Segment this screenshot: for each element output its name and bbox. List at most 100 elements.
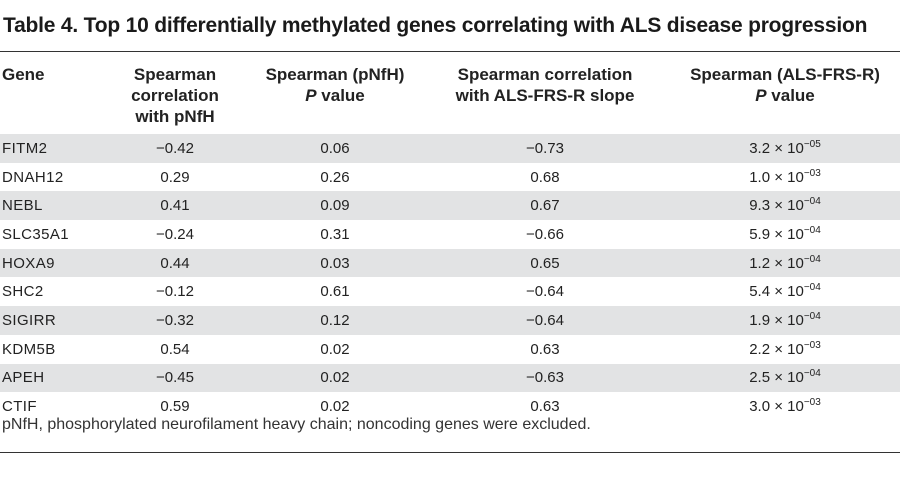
p-value-exponent: −03: [803, 339, 821, 351]
cell-p-alsfrs: 1.2 × 10−04: [670, 248, 900, 278]
cell-p-alsfrs: 2.2 × 10−03: [670, 335, 900, 364]
cell-corr-alsfrs: −0.64: [526, 283, 564, 301]
p-value-base: 5.4 × 10: [749, 283, 804, 301]
table-row: CTIF 0.59 0.02 0.63 3.0 × 10−03: [0, 392, 900, 421]
cell-p-pnfh: 0.09: [250, 191, 420, 221]
cell-gene: SLC35A1: [2, 225, 70, 243]
cell-p-pnfh: 0.02: [250, 363, 420, 393]
header-corr-alsfrs: Spearman correlation with ALS-FRS-R slop…: [420, 64, 670, 134]
cell-p-pnfh: 0.12: [250, 306, 420, 335]
cell-corr-alsfrs: −0.63: [420, 363, 670, 393]
p-value-exponent: −04: [803, 282, 821, 294]
cell-corr-pnfh: −0.42: [100, 134, 250, 163]
cell-gene: APEH: [0, 363, 100, 393]
cell-gene: NEBL: [0, 191, 100, 221]
table-footnote: pNfH, phosphorylated neurofilament heavy…: [2, 416, 591, 433]
header-corr-pnfh-line2: with pNfH: [135, 107, 215, 126]
cell-gene: SIGIRR: [0, 306, 100, 335]
p-value-base: 1.2 × 10: [749, 254, 804, 272]
cell-gene: DNAH12: [2, 168, 64, 186]
cell-corr-pnfh: 0.54: [160, 340, 190, 358]
cell-gene: HOXA9: [0, 248, 100, 278]
cell-p-pnfh: 0.31: [320, 225, 350, 243]
header-corr-alsfrs-line1: Spearman correlation: [457, 65, 633, 84]
cell-corr-alsfrs: −0.66: [526, 225, 564, 243]
header-p-alsfrs-line1: Spearman (ALS-FRS-R): [690, 65, 880, 84]
cell-p-alsfrs: 1.9 × 10−04: [670, 306, 900, 335]
p-value-base: 1.0 × 10: [749, 168, 804, 186]
top-rule: [0, 51, 900, 52]
header-p-pnfh-line2: P value: [250, 85, 420, 106]
header-corr-pnfh-line1: Spearman correlation: [131, 65, 219, 105]
cell-p-pnfh: 0.03: [250, 248, 420, 278]
cell-p-alsfrs: 3.0 × 10−03: [670, 392, 900, 421]
cell-p-pnfh: 0.02: [320, 340, 350, 358]
table-row: KDM5B 0.54 0.02 0.63 2.2 × 10−03: [0, 335, 900, 364]
table-row: DNAH12 0.29 0.26 0.68 1.0 × 10−03: [0, 163, 900, 192]
p-value-exponent: −03: [803, 397, 821, 409]
table-header: Gene Spearman correlation with pNfH Spea…: [0, 64, 900, 134]
header-p-pnfh-line1: Spearman (pNfH): [265, 65, 405, 84]
table-title: Table 4. Top 10 differentially methylate…: [3, 14, 868, 37]
p-value-exponent: −04: [803, 368, 821, 380]
cell-p-alsfrs: 1.0 × 10−03: [670, 163, 900, 192]
data-table: Gene Spearman correlation with pNfH Spea…: [0, 64, 900, 421]
table-row: SHC2 −0.12 0.61 −0.64 5.4 × 10−04: [0, 277, 900, 306]
p-value-base: 3.0 × 10: [749, 398, 804, 416]
cell-corr-alsfrs: 0.65: [420, 248, 670, 278]
table-row: NEBL 0.41 0.09 0.67 9.3 × 10−04: [0, 191, 900, 221]
header-p-alsfrs: Spearman (ALS-FRS-R) P value: [670, 64, 900, 134]
p-value-base: 2.5 × 10: [749, 369, 804, 387]
cell-corr-alsfrs: 0.63: [530, 398, 560, 416]
cell-corr-pnfh: 0.59: [160, 398, 190, 416]
cell-corr-pnfh: 0.29: [160, 168, 190, 186]
p-value-base: 5.9 × 10: [749, 225, 804, 243]
p-value-exponent: −04: [803, 253, 821, 265]
table-row: FITM2 −0.42 0.06 −0.73 3.2 × 10−05: [0, 134, 900, 163]
header-gene: Gene: [0, 64, 100, 134]
table-row: HOXA9 0.44 0.03 0.65 1.2 × 10−04: [0, 248, 900, 278]
table-row: SIGIRR −0.32 0.12 −0.64 1.9 × 10−04: [0, 306, 900, 335]
cell-gene: FITM2: [0, 134, 100, 163]
p-value-exponent: −04: [803, 310, 821, 322]
table-row: SLC35A1 −0.24 0.31 −0.66 5.9 × 10−04: [0, 220, 900, 249]
bottom-rule: [0, 452, 900, 453]
p-value-exponent: −05: [803, 138, 821, 150]
cell-corr-pnfh: −0.12: [156, 283, 194, 301]
header-corr-alsfrs-line2: with ALS-FRS-R slope: [455, 86, 635, 105]
cell-corr-pnfh: −0.45: [100, 363, 250, 393]
cell-p-alsfrs: 5.9 × 10−04: [670, 220, 900, 249]
table-body: FITM2 −0.42 0.06 −0.73 3.2 × 10−05 DNAH12 0.29…: [0, 134, 900, 421]
header-p-alsfrs-rest: value: [766, 86, 815, 105]
p-value-exponent: −03: [803, 167, 821, 179]
p-value-exponent: −04: [803, 224, 821, 236]
header-p-pnfh-italic: P: [305, 86, 317, 105]
cell-corr-alsfrs: −0.73: [420, 134, 670, 163]
p-value-base: 9.3 × 10: [749, 197, 804, 215]
cell-p-pnfh: 0.61: [320, 283, 350, 301]
cell-p-alsfrs: 2.5 × 10−04: [670, 363, 900, 393]
p-value-base: 2.2 × 10: [749, 340, 804, 358]
cell-corr-pnfh: 0.44: [100, 248, 250, 278]
cell-p-alsfrs: 9.3 × 10−04: [670, 191, 900, 221]
header-p-alsfrs-line2: P value: [670, 85, 900, 106]
cell-corr-pnfh: −0.32: [100, 306, 250, 335]
cell-corr-alsfrs: 0.63: [530, 340, 560, 358]
header-p-pnfh: Spearman (pNfH) P value: [250, 64, 420, 134]
cell-p-pnfh: 0.06: [250, 134, 420, 163]
cell-gene: SHC2: [2, 283, 44, 301]
cell-corr-alsfrs: 0.68: [530, 168, 560, 186]
table-row: APEH −0.45 0.02 −0.63 2.5 × 10−04: [0, 363, 900, 393]
header-p-alsfrs-italic: P: [755, 86, 767, 105]
p-value-exponent: −04: [803, 196, 821, 208]
cell-corr-pnfh: 0.41: [100, 191, 250, 221]
cell-corr-pnfh: −0.24: [156, 225, 194, 243]
cell-p-alsfrs: 5.4 × 10−04: [670, 277, 900, 306]
cell-gene: KDM5B: [2, 340, 56, 358]
header-corr-pnfh: Spearman correlation with pNfH: [100, 64, 250, 134]
cell-corr-alsfrs: 0.67: [420, 191, 670, 221]
p-value-base: 1.9 × 10: [749, 311, 804, 329]
header-p-pnfh-rest: value: [316, 86, 365, 105]
cell-p-alsfrs: 3.2 × 10−05: [670, 134, 900, 163]
cell-gene: CTIF: [2, 398, 37, 416]
